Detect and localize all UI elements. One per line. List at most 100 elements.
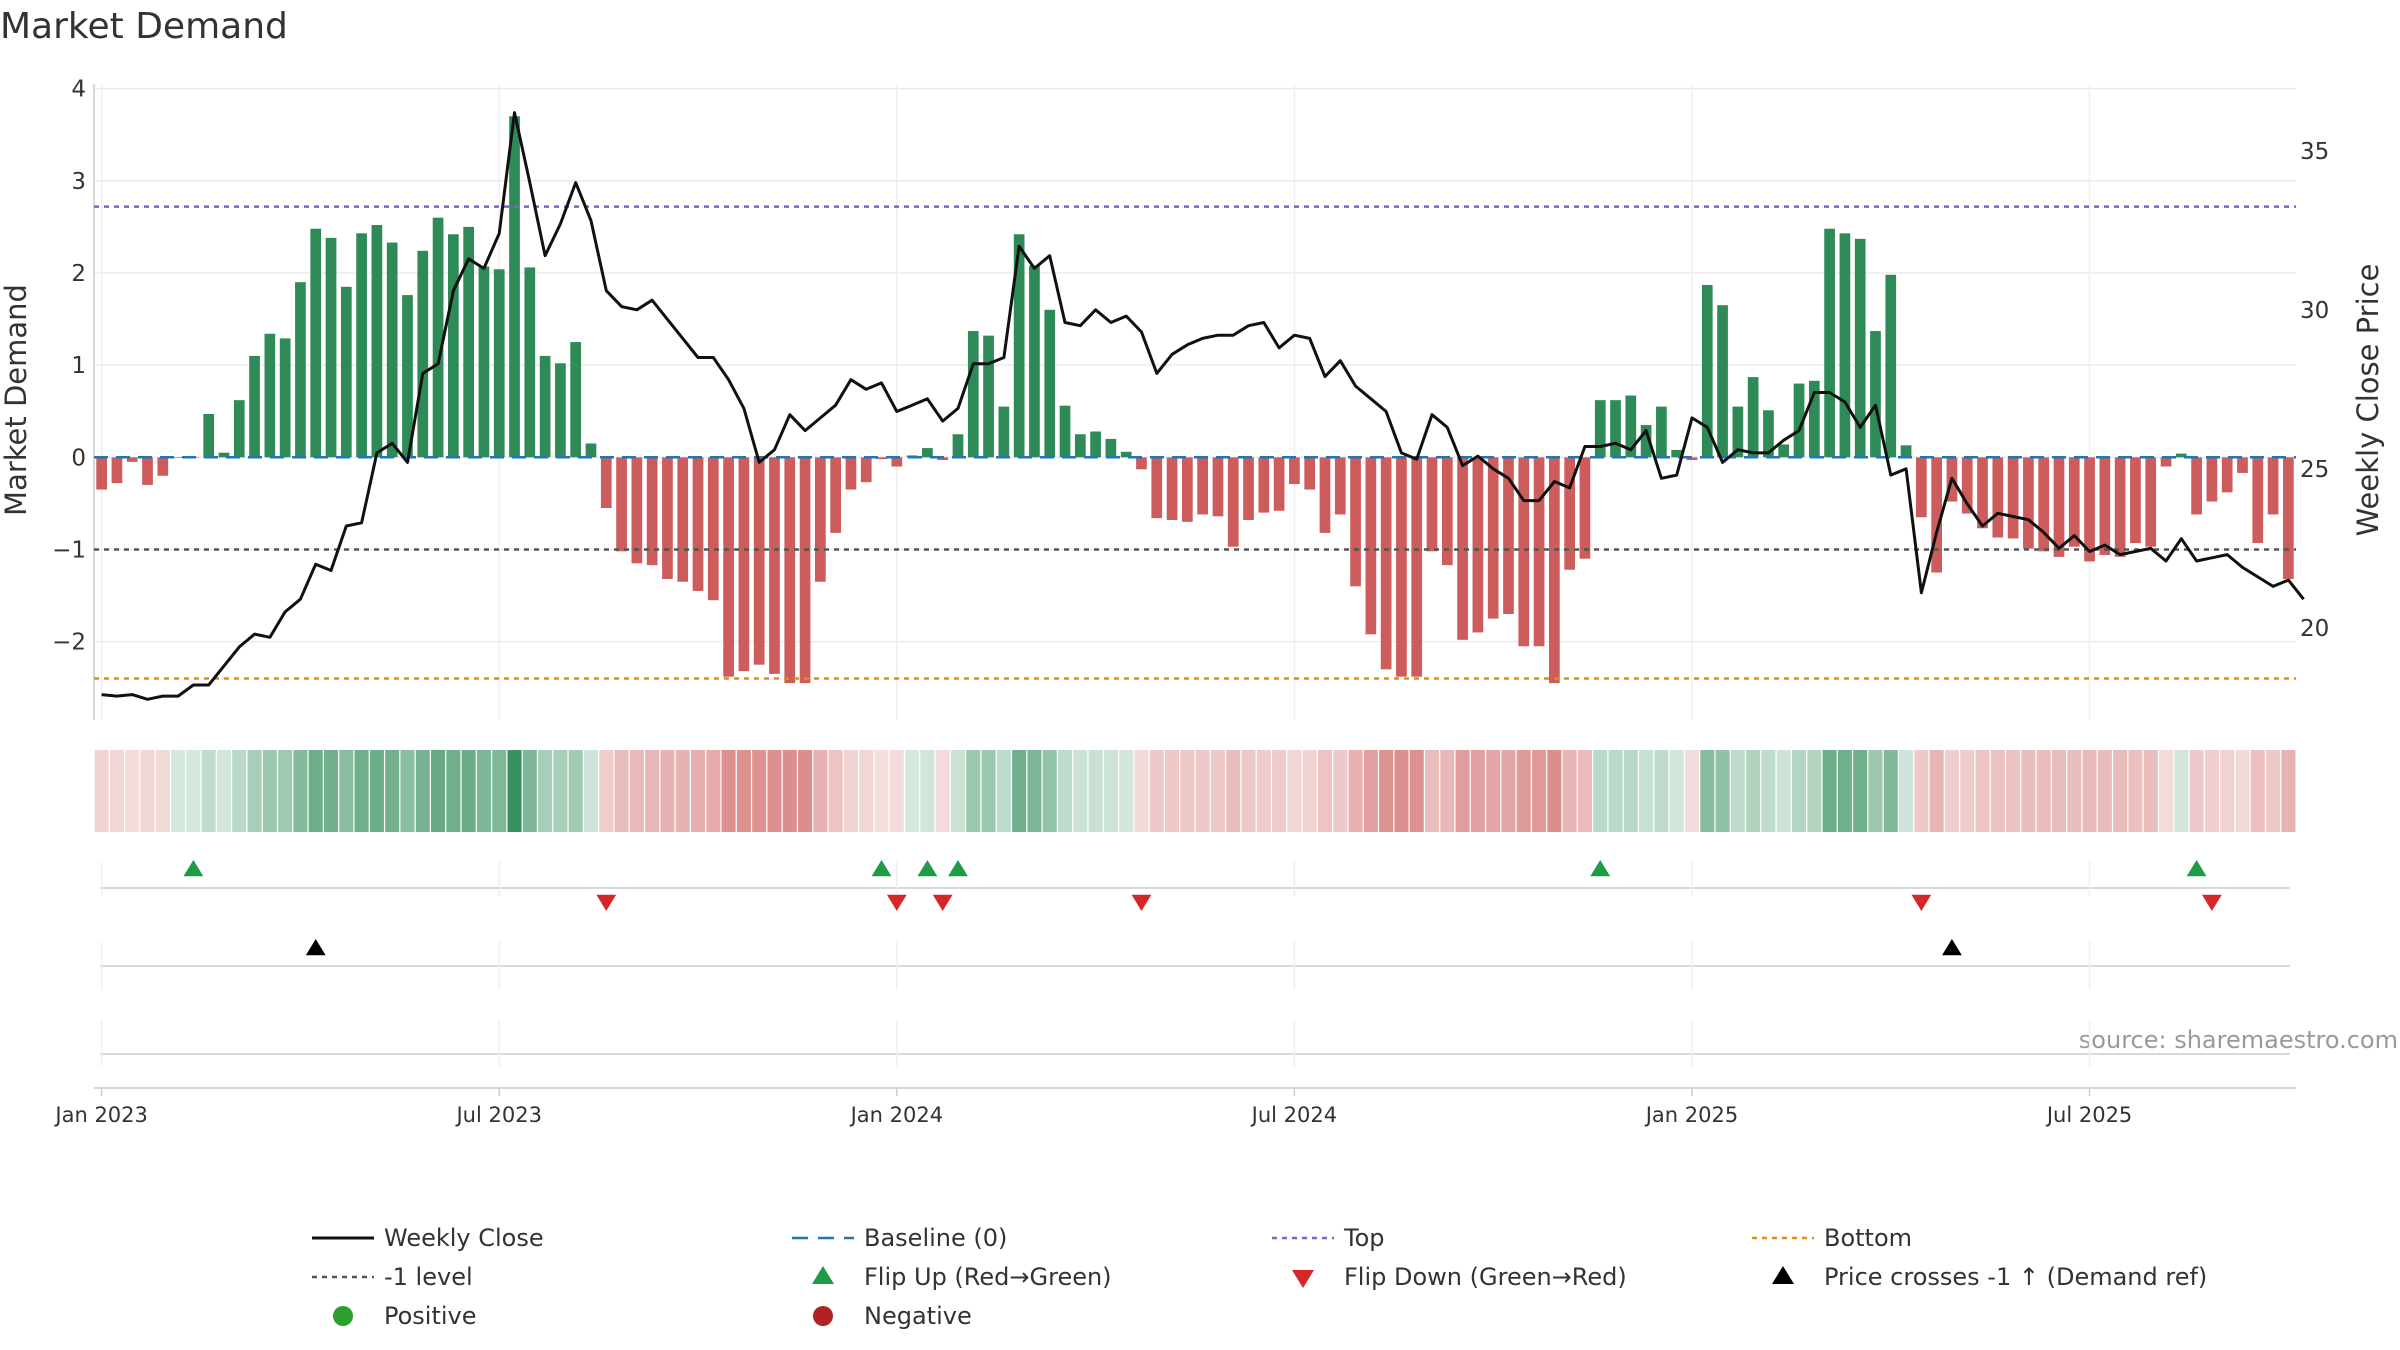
demand-bar-45 (784, 457, 796, 684)
reference-lines (94, 205, 2296, 680)
strip-cell-44 (767, 750, 782, 832)
demand-bar-0 (96, 457, 107, 490)
demand-bar-27 (509, 116, 520, 458)
demand-bar-61 (1029, 265, 1040, 458)
strip-cell-4 (155, 750, 170, 832)
demand-bar-70 (1166, 457, 1178, 520)
demand-bar-33 (600, 457, 612, 508)
demand-bar-90 (1472, 457, 1484, 633)
demand-bar-57 (967, 331, 979, 458)
demand-bar-111 (1793, 383, 1805, 458)
strip-cell-46 (798, 750, 813, 832)
strip-cell-137 (2189, 750, 2204, 832)
strip-cell-89 (1455, 750, 1470, 832)
strip-cell-76 (1256, 750, 1271, 832)
demand-bar-67 (1120, 451, 1132, 458)
strip-cell-11 (262, 750, 277, 832)
demand-bar-59 (998, 406, 1010, 458)
strip-cell-139 (2220, 750, 2235, 832)
strip-cell-79 (1302, 750, 1317, 832)
y2-tick-label-1: 25 (2300, 457, 2329, 483)
strip-cell-98 (1593, 750, 1608, 832)
legend-label-bottom: Bottom (1824, 1224, 1912, 1252)
demand-bar-114 (1839, 233, 1851, 458)
demand-bar-25 (478, 266, 490, 458)
strip-cell-28 (522, 750, 537, 832)
demand-bars (96, 116, 2294, 684)
strip-cell-93 (1516, 750, 1531, 832)
demand-bar-102 (1656, 406, 1667, 458)
strip-cell-38 (675, 750, 690, 832)
strip-cell-97 (1577, 750, 1592, 832)
demand-bar-124 (1992, 457, 2004, 538)
demand-bar-129 (2068, 457, 2080, 547)
strip-cell-102 (1654, 750, 1669, 832)
strip-cell-131 (2097, 750, 2112, 832)
demand-bar-54 (922, 448, 933, 458)
demand-bar-95 (1549, 457, 1560, 684)
strip-cell-41 (721, 750, 736, 832)
strip-cell-82 (1348, 750, 1363, 832)
strip-cell-141 (2250, 750, 2265, 832)
strip-cell-9 (232, 750, 247, 832)
strip-cell-90 (1470, 750, 1485, 832)
legend-item-positive: Positive (333, 1302, 477, 1330)
strip-cell-88 (1440, 750, 1455, 832)
demand-bar-110 (1778, 444, 1790, 458)
demand-bar-39 (692, 457, 704, 591)
demand-bar-66 (1105, 438, 1117, 458)
legend-item-baseline: Baseline (0) (792, 1224, 1007, 1252)
strip-cell-35 (629, 750, 644, 832)
demand-bar-8 (218, 452, 230, 458)
strip-cell-15 (323, 750, 339, 832)
demand-bar-127 (2038, 457, 2050, 552)
strip-cell-116 (1868, 750, 1883, 832)
demand-bar-65 (1090, 431, 1101, 458)
strip-cell-75 (1241, 750, 1256, 832)
strip-cell-20 (400, 750, 415, 832)
legend-label-flip-down: Flip Down (Green→Red) (1344, 1263, 1627, 1291)
demand-bar-42 (738, 457, 750, 672)
strip-cell-117 (1883, 750, 1898, 832)
strip-cell-39 (690, 750, 706, 832)
strip-cell-71 (1180, 750, 1195, 832)
strip-cell-121 (1944, 750, 1959, 832)
flip-up-marker-4 (1590, 860, 1611, 877)
demand-heat-strip (94, 750, 2296, 832)
strip-cell-21 (415, 750, 430, 832)
demand-bar-23 (448, 234, 459, 458)
demand-bar-94 (1533, 457, 1545, 647)
legend-item-weekly-close: Weekly Close (312, 1224, 544, 1252)
strip-cell-113 (1822, 750, 1837, 832)
strip-cell-140 (2235, 750, 2250, 832)
strip-cell-107 (1730, 750, 1745, 832)
strip-cell-32 (583, 750, 599, 832)
strip-cell-45 (782, 750, 797, 832)
demand-bar-76 (1258, 457, 1270, 513)
strip-cell-73 (1210, 750, 1225, 832)
legend-item-negative: Negative (813, 1302, 972, 1330)
demand-bar-134 (2145, 457, 2157, 547)
strip-cell-95 (1547, 750, 1562, 832)
strip-cell-106 (1715, 750, 1730, 832)
demand-bar-46 (799, 457, 811, 684)
strip-cell-27 (507, 750, 522, 832)
demand-bar-140 (2237, 457, 2248, 473)
strip-cell-7 (201, 750, 216, 832)
legend-item-top: Top (1272, 1224, 1385, 1252)
demand-bar-26 (493, 269, 505, 458)
strip-cell-99 (1608, 750, 1623, 832)
x-tick-label-1: Jul 2023 (454, 1103, 541, 1127)
strip-cell-115 (1853, 750, 1868, 832)
demand-bar-109 (1763, 410, 1774, 458)
strip-cell-52 (889, 750, 904, 832)
y-tick-label-6: 4 (71, 77, 86, 103)
demand-bar-133 (2130, 457, 2141, 544)
demand-bar-93 (1518, 457, 1530, 647)
demand-bar-135 (2160, 457, 2172, 467)
demand-bar-21 (417, 250, 429, 458)
demand-bar-137 (2191, 457, 2202, 515)
demand-bar-18 (371, 225, 383, 458)
demand-bar-41 (723, 457, 734, 677)
strip-cell-118 (1899, 750, 1914, 832)
